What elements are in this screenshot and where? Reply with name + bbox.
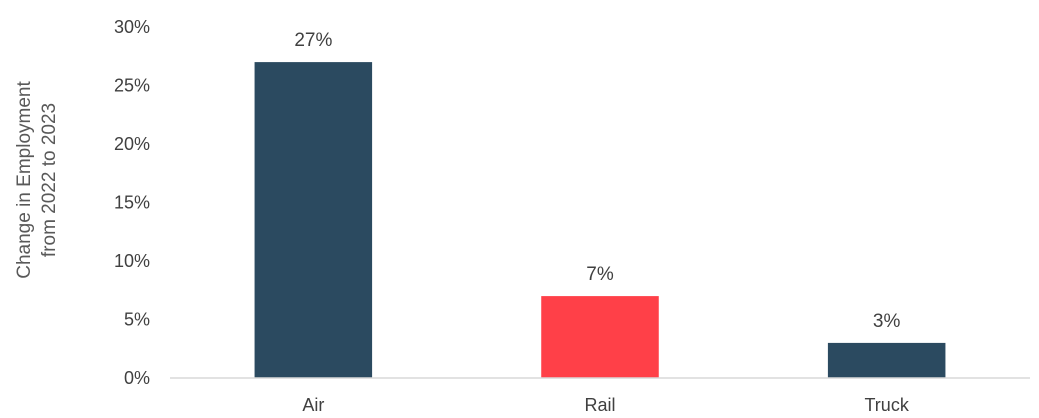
y-axis-title-line-1: Change in Employment [14, 81, 35, 279]
y-tick-label: 30% [114, 17, 150, 37]
y-axis-title: Change in Employment from 2022 to 2023 [14, 81, 60, 279]
bar-air [254, 62, 373, 378]
y-tick-label: 5% [124, 310, 150, 330]
y-tick-label: 15% [114, 193, 150, 213]
bar-rail [541, 296, 659, 378]
data-label-rail: 7% [586, 264, 614, 285]
bar-truck [827, 342, 946, 378]
y-tick-label: 25% [114, 76, 150, 96]
x-tick-label-rail: Rail [584, 395, 615, 413]
data-label-air: 27% [294, 30, 332, 51]
x-tick-label-truck: Truck [864, 395, 909, 413]
y-axis-title-line-2: from 2022 to 2023 [39, 103, 60, 257]
x-axis-labels: Air Rail Truck [302, 395, 909, 415]
y-axis-ticks: 0% 5% 10% 15% 20% 25% 30% [114, 17, 150, 388]
y-tick-label: 0% [124, 368, 150, 388]
y-tick-label: 10% [114, 251, 150, 271]
y-tick-label: 20% [114, 134, 150, 154]
bars [254, 62, 946, 378]
x-tick-label-air: Air [302, 395, 324, 413]
data-labels: 27% 7% 3% [294, 30, 900, 332]
data-label-truck: 3% [873, 311, 901, 332]
